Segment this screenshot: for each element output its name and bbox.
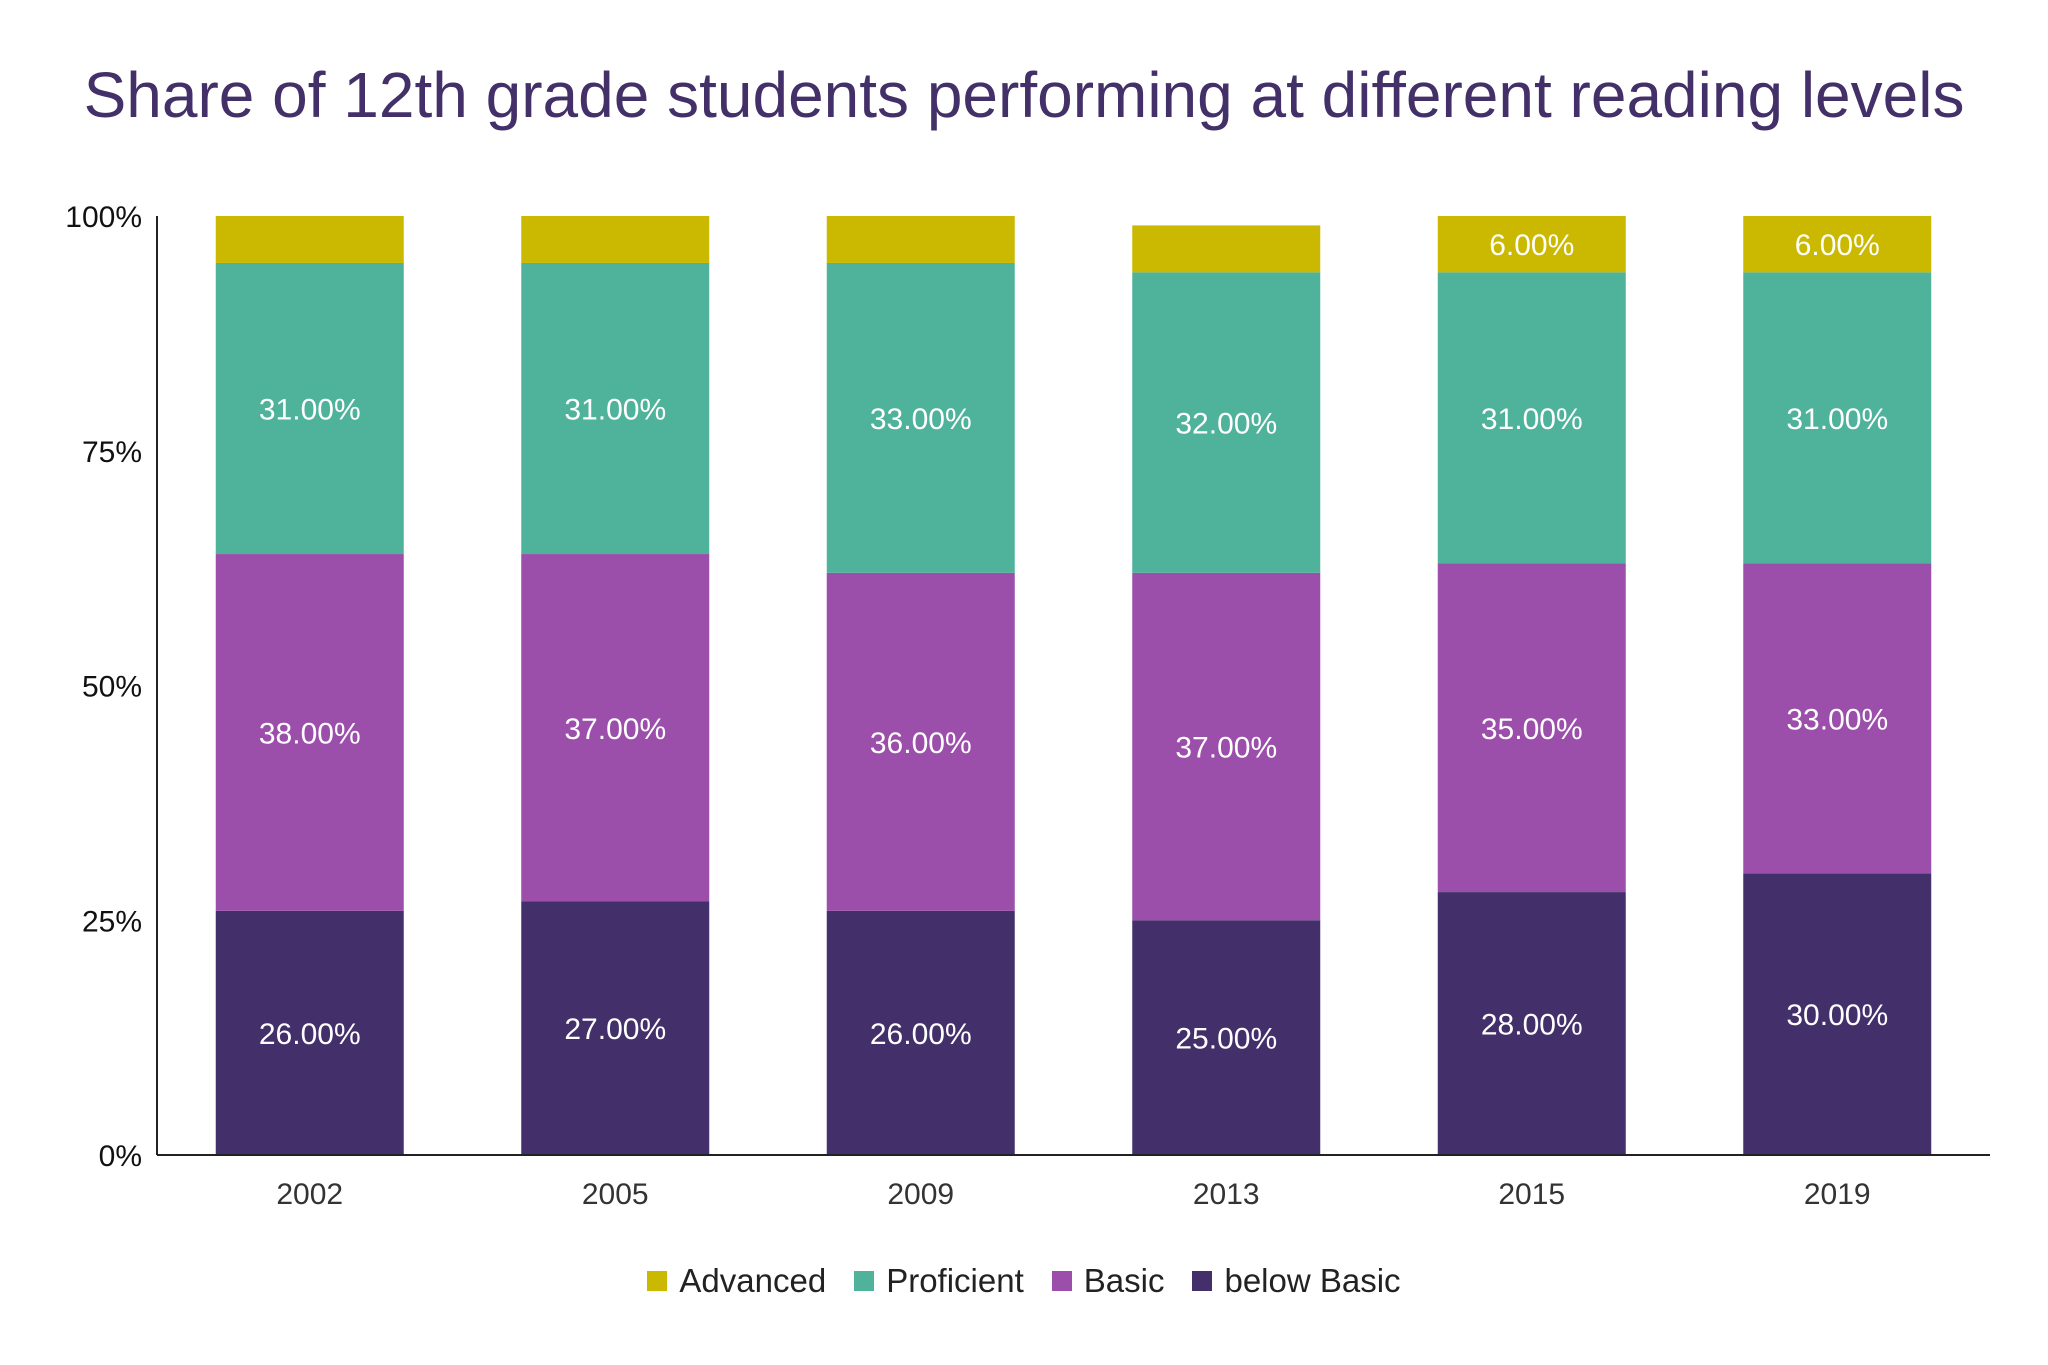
y-tick-label-100: 100% [65,201,142,234]
bar-proficient-2002[interactable] [215,262,404,555]
bar-below-basic-2002[interactable] [215,910,404,1155]
x-tick-label-2009: 2009 [887,1178,954,1211]
data-label-below-basic-2019: 30.00% [1786,999,1888,1032]
x-tick-label-2019: 2019 [1804,1178,1871,1211]
bar-below-basic-2009[interactable] [826,910,1015,1155]
bar-advanced-2005[interactable] [521,216,710,263]
x-tick-label-2005: 2005 [582,1178,649,1211]
x-tick-label-2015: 2015 [1498,1178,1565,1211]
data-labels-layer: 26.00% 38.00% 31.00% 27.00% 37.00% 31.00% 26.0… [259,229,1888,1055]
legend-swatch-advanced [647,1271,668,1291]
x-tick-label-2013: 2013 [1193,1178,1260,1211]
bar-proficient-2013[interactable] [1132,272,1321,573]
bar-basic-2005[interactable] [521,554,710,902]
data-label-proficient-2015: 31.00% [1481,403,1583,436]
data-label-below-basic-2005: 27.00% [564,1013,666,1046]
bars-layer [215,216,1932,1155]
bar-basic-2013[interactable] [1132,572,1321,921]
data-label-proficient-2009: 33.00% [870,403,972,436]
legend-label-proficient: Proficient [886,1262,1024,1299]
bar-proficient-2005[interactable] [521,262,710,555]
legend-swatch-basic [1051,1271,1072,1291]
bar-below-basic-2005[interactable] [521,901,710,1155]
bar-advanced-2015[interactable] [1437,216,1626,273]
bar-below-basic-2013[interactable] [1132,920,1321,1155]
bar-proficient-2019[interactable] [1743,272,1932,564]
legend-item-advanced[interactable]: Advanced [647,1262,826,1300]
data-label-basic-2009: 36.00% [870,727,972,760]
data-label-proficient-2013: 32.00% [1175,408,1277,441]
bar-basic-2009[interactable] [826,572,1015,911]
data-label-basic-2015: 35.00% [1481,713,1583,746]
legend-label-below-basic: below Basic [1224,1262,1401,1299]
legend-swatch-proficient [854,1271,875,1291]
data-label-proficient-2019: 31.00% [1786,403,1888,436]
bar-proficient-2009[interactable] [826,262,1015,573]
y-tick-label-50: 50% [82,671,142,704]
legend-label-advanced: Advanced [679,1262,827,1299]
legend-item-proficient[interactable]: Proficient [854,1262,1024,1300]
data-label-proficient-2002: 31.00% [259,393,361,426]
data-label-basic-2013: 37.00% [1175,732,1277,765]
data-label-basic-2005: 37.00% [564,713,666,746]
data-label-below-basic-2013: 25.00% [1175,1023,1277,1056]
data-label-below-basic-2015: 28.00% [1481,1009,1583,1042]
bar-advanced-2019[interactable] [1743,216,1932,273]
y-tick-label-0: 0% [99,1140,142,1173]
data-label-below-basic-2009: 26.00% [870,1018,972,1051]
data-label-basic-2019: 33.00% [1786,703,1888,736]
data-label-basic-2002: 38.00% [259,717,361,750]
axes-layer: 2002 2005 2009 2013 2015 2019 0% 25% 50% 75% 100% [65,201,1990,1211]
bar-advanced-2009[interactable] [826,216,1015,263]
legend-item-basic[interactable]: Basic [1051,1262,1165,1300]
bar-advanced-2002[interactable] [215,216,404,263]
bar-basic-2019[interactable] [1743,563,1932,874]
data-label-advanced-2019: 6.00% [1795,229,1880,262]
chart-title: Share of 12th grade students performing … [83,59,1965,131]
bar-below-basic-2015[interactable] [1437,892,1626,1155]
y-tick-label-25: 25% [82,905,142,938]
legend-label-basic: Basic [1083,1262,1165,1299]
y-tick-label-75: 75% [82,436,142,469]
bar-basic-2002[interactable] [215,554,404,911]
data-label-advanced-2015: 6.00% [1489,229,1574,262]
legend-item-below-basic[interactable]: below Basic [1192,1262,1401,1300]
bar-proficient-2015[interactable] [1437,272,1626,564]
bar-advanced-2013[interactable] [1132,225,1321,273]
bar-basic-2015[interactable] [1437,563,1626,893]
legend: Advanced Proficient Basic below Basic [0,1262,2048,1300]
data-label-below-basic-2002: 26.00% [259,1018,361,1051]
x-tick-label-2002: 2002 [276,1178,343,1211]
legend-swatch-below-basic [1192,1271,1213,1291]
data-label-proficient-2005: 31.00% [564,393,666,426]
bar-below-basic-2019[interactable] [1743,873,1932,1155]
